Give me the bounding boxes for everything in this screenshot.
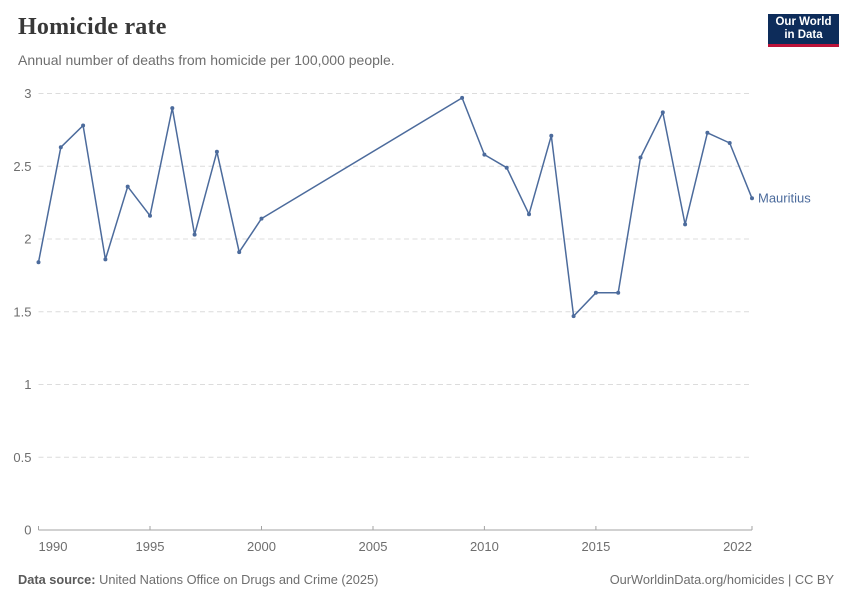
data-source-label: Data source: (18, 572, 96, 587)
y-axis-tick-label: 0.5 (13, 450, 31, 465)
data-point (259, 216, 264, 221)
owid-logo-line1: Our World (775, 16, 832, 28)
data-source-text: United Nations Office on Drugs and Crime… (99, 572, 379, 587)
owid-logo-text: Our World in Data (775, 16, 831, 42)
y-axis-tick-label: 2.5 (13, 159, 31, 174)
page-title: Homicide rate (18, 14, 167, 40)
x-axis-tick-label: 2022 (723, 539, 752, 554)
data-point (58, 145, 63, 150)
data-point (571, 314, 576, 319)
data-point (214, 149, 219, 154)
data-point (504, 165, 509, 170)
data-point (125, 184, 130, 189)
entity-label[interactable]: Mauritius (758, 190, 811, 205)
data-point (705, 130, 710, 135)
owid-logo[interactable]: Our World in Data (768, 14, 839, 47)
x-axis-tick-label: 1995 (136, 539, 165, 554)
data-point (549, 133, 554, 138)
y-axis-tick-label: 1 (24, 377, 31, 392)
data-point (81, 123, 86, 128)
data-point (237, 250, 242, 255)
data-point (148, 213, 152, 218)
data-point (727, 141, 732, 145)
data-point (192, 232, 197, 237)
credit-link[interactable]: OurWorldinData.org/homicides | CC BY (609, 572, 834, 587)
x-axis-tick-label: 2015 (581, 539, 610, 554)
owid-logo-line2: in Data (784, 29, 823, 41)
data-point (527, 212, 531, 217)
data-point (460, 95, 465, 100)
x-axis-tick-label: 2010 (470, 539, 499, 554)
y-axis-tick-label: 3 (24, 86, 31, 101)
y-axis-tick-label: 1.5 (13, 304, 31, 319)
y-axis-tick-label: 0 (24, 523, 31, 538)
data-point (638, 155, 643, 160)
x-axis-tick-label: 1990 (39, 539, 68, 554)
chart-subtitle: Annual number of deaths from homicide pe… (18, 52, 395, 68)
data-point (170, 106, 175, 111)
data-point (36, 260, 41, 265)
data-point (593, 290, 598, 295)
data-source: Data source: United Nations Office on Dr… (18, 572, 378, 587)
x-axis-tick-label: 2000 (247, 539, 276, 554)
data-point (103, 257, 108, 262)
data-point (750, 196, 754, 201)
data-point (482, 152, 487, 157)
data-point (660, 110, 665, 115)
data-point (683, 222, 688, 227)
chart-footer: Data source: United Nations Office on Dr… (18, 572, 834, 587)
x-axis-tick-label: 2005 (359, 539, 388, 554)
y-axis-tick-label: 2 (24, 232, 31, 247)
data-point (616, 290, 621, 295)
series-line-mauritius (37, 97, 753, 317)
